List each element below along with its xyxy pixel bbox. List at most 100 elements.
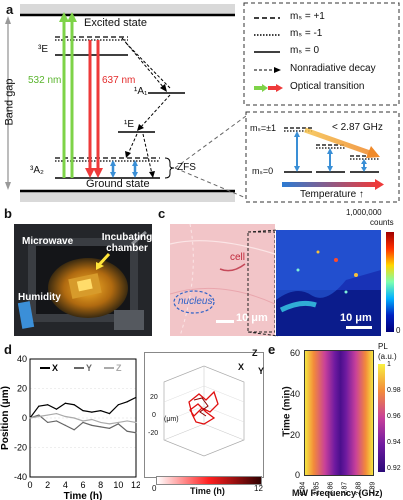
data-point-x [73,404,75,406]
legend-label-z: Z [116,363,122,373]
level-1e-label: ¹E [124,119,134,130]
incubator-photo [14,224,152,336]
level-3e-label: ³E [38,44,48,55]
e-ytick-0: 0 [295,470,301,480]
y-tick-label: 0 [22,413,27,423]
y-tick-label: 20 [17,384,27,394]
data-point-z [82,420,84,422]
data-point-z [38,415,40,418]
y-axis-label: Position (μm) [0,386,11,450]
x-tick-label: 10 [113,480,123,490]
pl-colorbar [378,364,385,472]
counts-colorbar [386,232,394,332]
data-point-x [64,402,66,404]
data-point-y [47,421,49,424]
data-point-x [100,410,102,412]
pl-cb-tick-092: 0.92 [387,465,401,472]
inset-ms-pm1: mₛ=±1 [250,123,277,133]
e-ytick-40: 40 [290,389,301,399]
colorbar-max-label: 1,000,000 [346,208,382,217]
x-tick-label: 6 [80,480,85,490]
time-colorbar-min: 0 [152,484,157,493]
data-point-y [91,424,93,426]
data-point-z [91,418,93,421]
data-point-y [55,420,58,422]
x-axis-label: Time (h) [64,491,103,500]
legend-label-y: Y [86,363,92,373]
data-point-x [117,404,119,406]
nucleus-label: nucleus [178,296,213,307]
data-point-x [135,396,137,398]
tissue-image [170,224,275,336]
data-point-y [100,426,102,428]
y-tick-label: -40 [14,472,27,482]
data-point-z [29,417,31,419]
data-point-z [117,421,119,424]
data-point-y [135,432,137,434]
pl-cb-tick-096: 0.96 [387,413,401,420]
panel-e-label: e [268,342,276,357]
humidity-label: Humidity [18,292,61,303]
data-point-x [55,408,58,410]
z-unit-label: (μm) [164,416,179,423]
z-tick-bottom: -20 [148,430,159,437]
axis-3d-z-label: Z [252,348,258,358]
level-3a2-label: ³A₂ [30,165,44,176]
level-1a1-label: ¹A₁ [134,86,148,97]
panel-a-diagram [5,2,400,203]
band-gap-label: Band gap [3,78,16,126]
data-point-x [82,410,84,412]
time-colorbar [156,476,262,485]
data-point-x [108,412,111,415]
x-tick-label: 0 [27,480,32,490]
trajectory-3d-plot [144,352,264,478]
data-point-y [38,414,40,416]
data-point-z [55,412,58,415]
legend-ms-plus1: mₛ = +1 [290,11,325,22]
e-ytick-20: 20 [290,430,301,440]
colorbar-min-label: 0 [396,326,401,335]
pl-cb-tick-098: 0.98 [387,387,401,394]
zfs-label: ZFS [177,162,196,173]
scale-right-label: 10 μm [340,312,372,324]
data-point-x [38,405,40,407]
panel-a-label: a [6,2,14,17]
axis-3d-x-label: X [238,362,245,372]
colorbar-unit-label: counts [370,218,394,227]
x-tick-label: 8 [98,480,103,490]
data-point-z [64,415,66,418]
pl-heatmap-frame [304,350,374,476]
pl-cb-title: PL [378,342,388,351]
green-wavelength-label: 532 nm [28,75,62,86]
valence-band [20,191,235,202]
cell-label: cell [230,252,246,263]
legend-label-x: X [52,363,58,373]
e-ytick-60: 60 [290,348,301,358]
pl-cb-tick-1: 1 [387,361,391,368]
data-point-z [108,423,111,425]
y-tick-label: -20 [14,443,27,453]
red-wavelength-label: 637 nm [102,75,136,86]
excited-state-label: Excited state [84,17,147,29]
data-point-z [135,421,137,424]
x-tick-label: 12 [131,480,140,490]
x-tick-label: 4 [63,480,68,490]
pl-cb-unit: (a.u.) [378,352,397,361]
pl-map-image [276,230,381,336]
legend-ms-0: mₛ = 0 [290,45,320,56]
axis-3d-y-label: Y [258,366,265,376]
panel-b-label: b [4,206,12,221]
data-point-y [126,430,128,432]
x-tick-label: 2 [45,480,50,490]
legend-ms-minus1: mₛ = -1 [290,28,323,39]
data-point-x [126,401,128,403]
inset-freq: < 2.87 GHz [332,122,383,133]
zoom-connector [248,229,278,337]
time-colorbar-label: Time (h) [190,486,225,496]
microwave-label: Microwave [22,236,74,247]
data-point-y [64,424,66,426]
pl-heatmap [304,350,374,476]
panel-c-label: c [158,206,166,221]
z-tick-mid: 0 [152,412,156,419]
